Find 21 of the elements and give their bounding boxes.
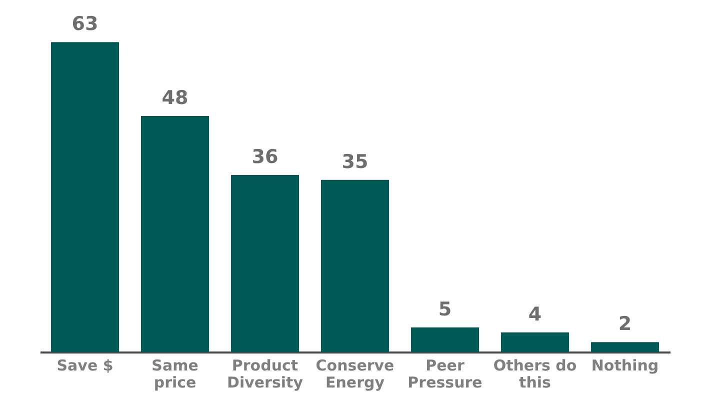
- x-tick-label: Same price: [152, 356, 198, 392]
- bar: [141, 116, 209, 352]
- x-tick-label: Peer Pressure: [408, 356, 482, 392]
- data-label: 63: [72, 13, 98, 36]
- x-tick-label: Save $: [56, 356, 114, 374]
- data-label: 4: [528, 303, 542, 326]
- bar: [591, 342, 659, 352]
- bar: [501, 332, 569, 352]
- x-tick-label: Conserve Energy: [316, 356, 394, 392]
- data-label: 2: [618, 313, 632, 336]
- x-tick-label: Nothing: [591, 356, 659, 374]
- x-tick-label: Product Diversity: [227, 356, 304, 392]
- data-label: 35: [342, 150, 368, 173]
- data-label: 36: [252, 146, 278, 168]
- data-label: 48: [162, 86, 188, 109]
- bar: [411, 327, 479, 352]
- data-label: 5: [438, 298, 452, 320]
- bar: [321, 180, 389, 352]
- bar: [231, 174, 299, 352]
- bar: [51, 42, 119, 352]
- x-tick-label: Others do this: [493, 356, 577, 392]
